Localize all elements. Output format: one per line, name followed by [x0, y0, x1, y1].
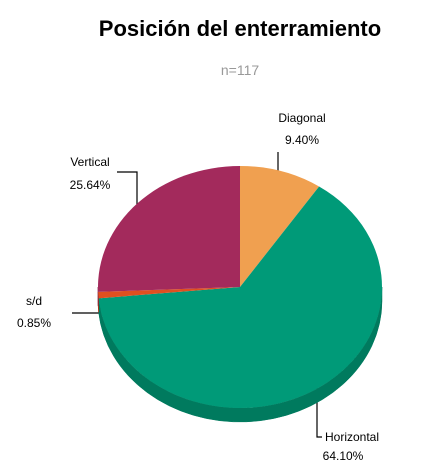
chart-title: Posición del enterramiento — [99, 16, 381, 41]
slice-label: Horizontal — [325, 430, 379, 444]
leader-line — [72, 292, 101, 314]
slice-value-label: 9.40% — [285, 133, 319, 147]
pie-slice — [98, 166, 241, 292]
slice-value-label: 0.85% — [17, 316, 51, 330]
chart-subtitle: n=117 — [221, 62, 259, 78]
slice-value-label: 64.10% — [323, 449, 364, 463]
labels: Diagonal 9.40% Vertical 25.64% s/d 0.85%… — [17, 111, 379, 463]
slice-label: Vertical — [70, 155, 109, 169]
slice-label: Diagonal — [278, 111, 325, 125]
leader-line — [117, 171, 138, 205]
slice-value-label: 25.64% — [70, 178, 111, 192]
pie-slice — [98, 186, 382, 409]
slice-label: s/d — [26, 294, 42, 308]
pie-slice — [240, 166, 320, 287]
pie-slice — [98, 287, 240, 299]
